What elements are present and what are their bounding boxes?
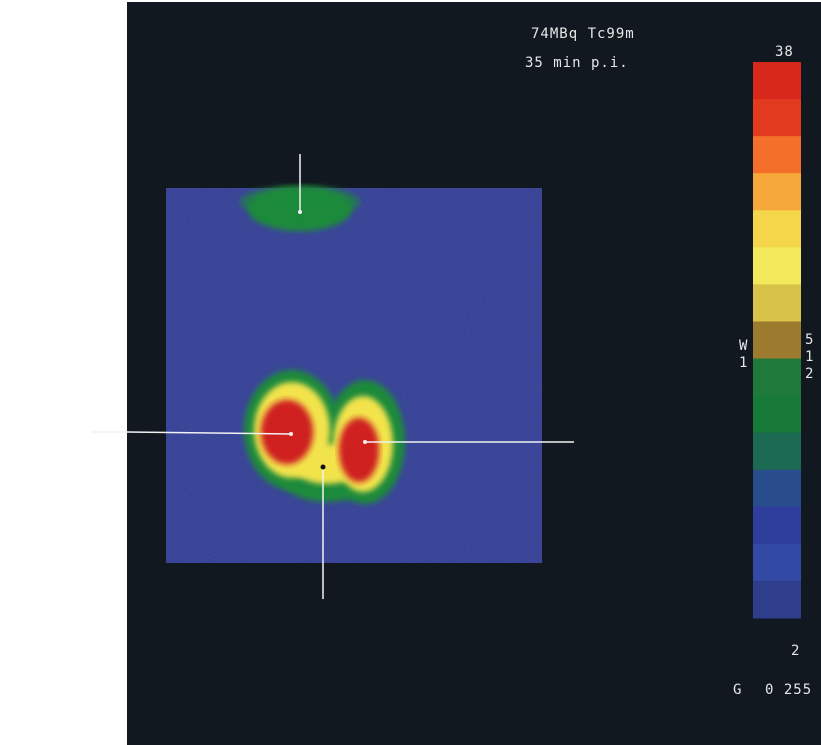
scintigram-panel: 74MBq Tc99m 35 min p.i. 38 W 1 5 1 2 2 G… [127, 2, 821, 745]
colorbar-min-label: 2 [791, 643, 801, 659]
colorbar-layer [753, 62, 801, 619]
colorbar-band [753, 358, 801, 397]
gray-label: G [733, 682, 743, 698]
colorbar-band [753, 99, 801, 137]
colorbar-band [753, 469, 801, 508]
colorbar-band [753, 321, 801, 360]
time-label: 35 min p.i. [525, 55, 629, 71]
colorbar-band [753, 580, 801, 619]
color-scale-bar [753, 62, 801, 619]
window-digit-3: 2 [805, 366, 815, 382]
upper-uptake-pointer-dot [298, 210, 302, 214]
colorbar-band [753, 173, 801, 211]
colorbar-max-label: 38 [775, 44, 794, 60]
left-lobe-pointer-inner [127, 431, 292, 435]
colorbar-band [753, 395, 801, 434]
dose-label: 74MBq Tc99m [531, 26, 635, 42]
window-digit-1: 5 [805, 332, 815, 348]
colorbar-band [753, 210, 801, 248]
colorbar-band [753, 62, 801, 100]
window-index: 1 [739, 355, 749, 371]
right-lobe-pointer-dot [363, 440, 367, 444]
gray-range-label: 0 255 [765, 682, 813, 698]
colorbar-band [753, 432, 801, 471]
colorbar-band [753, 284, 801, 322]
isthmus-pointer-dot [320, 464, 326, 470]
colorbar-band [753, 543, 801, 582]
thyroid-uptake [244, 370, 405, 504]
scintigram-image [127, 154, 574, 599]
window-letter: W [739, 338, 749, 354]
window-digit-2: 1 [805, 349, 815, 365]
colorbar-band [753, 506, 801, 545]
colorbar-band [753, 136, 801, 174]
colorbar-band [753, 247, 801, 285]
